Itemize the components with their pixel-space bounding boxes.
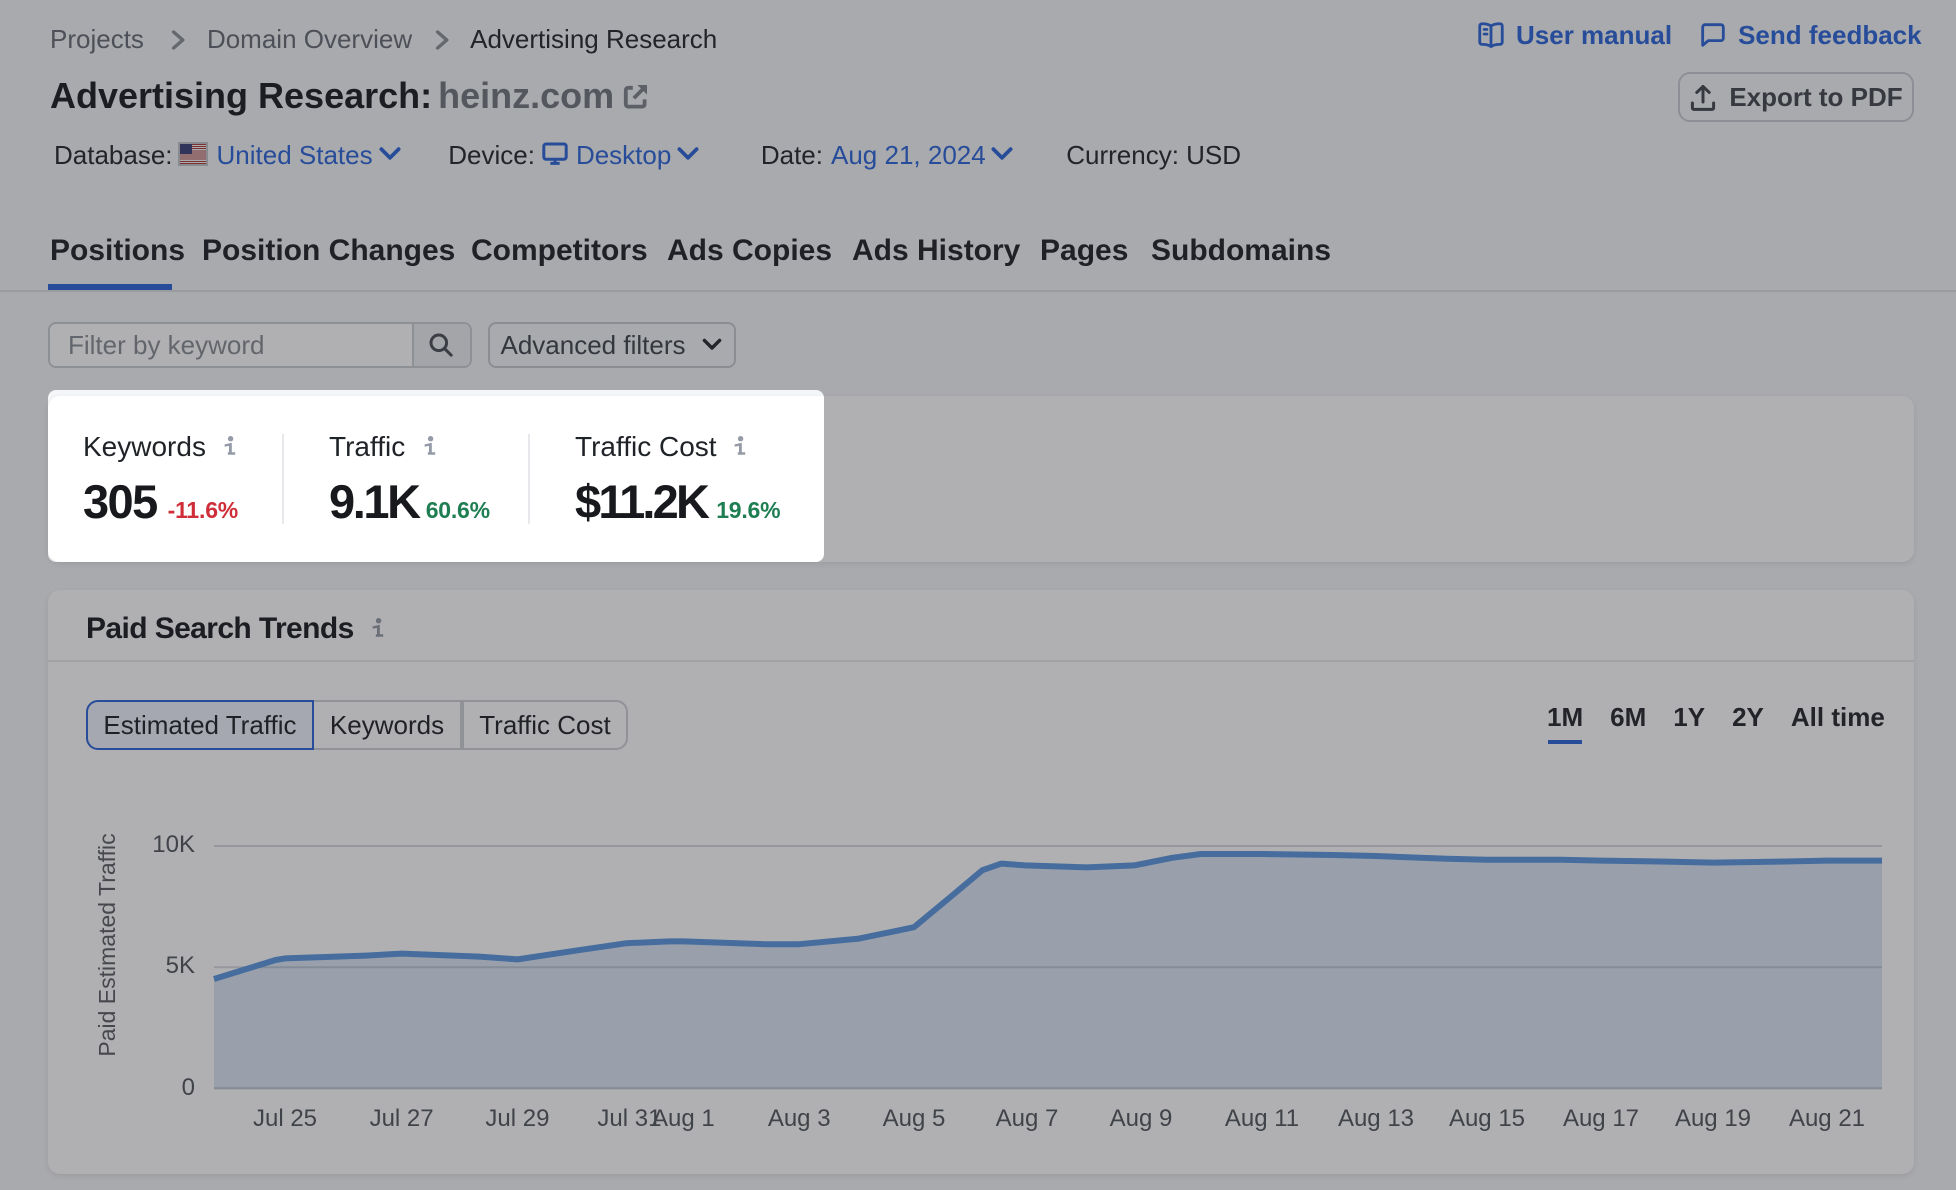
svg-text:10K: 10K: [152, 831, 195, 858]
svg-text:Aug 3: Aug 3: [768, 1105, 831, 1132]
svg-text:Aug 17: Aug 17: [1563, 1105, 1639, 1132]
svg-text:Aug 15: Aug 15: [1449, 1105, 1525, 1132]
svg-text:Paid Estimated Traffic: Paid Estimated Traffic: [94, 833, 120, 1056]
svg-text:5K: 5K: [166, 952, 195, 979]
svg-text:Aug 13: Aug 13: [1338, 1105, 1414, 1132]
svg-text:Aug 7: Aug 7: [996, 1105, 1059, 1132]
svg-text:Aug 9: Aug 9: [1110, 1105, 1173, 1132]
svg-text:Jul 29: Jul 29: [485, 1105, 549, 1132]
svg-text:0: 0: [182, 1074, 195, 1101]
svg-text:Aug 11: Aug 11: [1225, 1105, 1299, 1132]
svg-text:Jul 31: Jul 31: [597, 1105, 661, 1132]
svg-text:Aug 5: Aug 5: [883, 1105, 946, 1132]
svg-text:Aug 19: Aug 19: [1675, 1105, 1751, 1132]
svg-text:Aug 1: Aug 1: [652, 1105, 715, 1132]
svg-text:Aug 21: Aug 21: [1789, 1105, 1865, 1132]
svg-text:Jul 27: Jul 27: [370, 1105, 434, 1132]
svg-text:Jul 25: Jul 25: [253, 1105, 317, 1132]
